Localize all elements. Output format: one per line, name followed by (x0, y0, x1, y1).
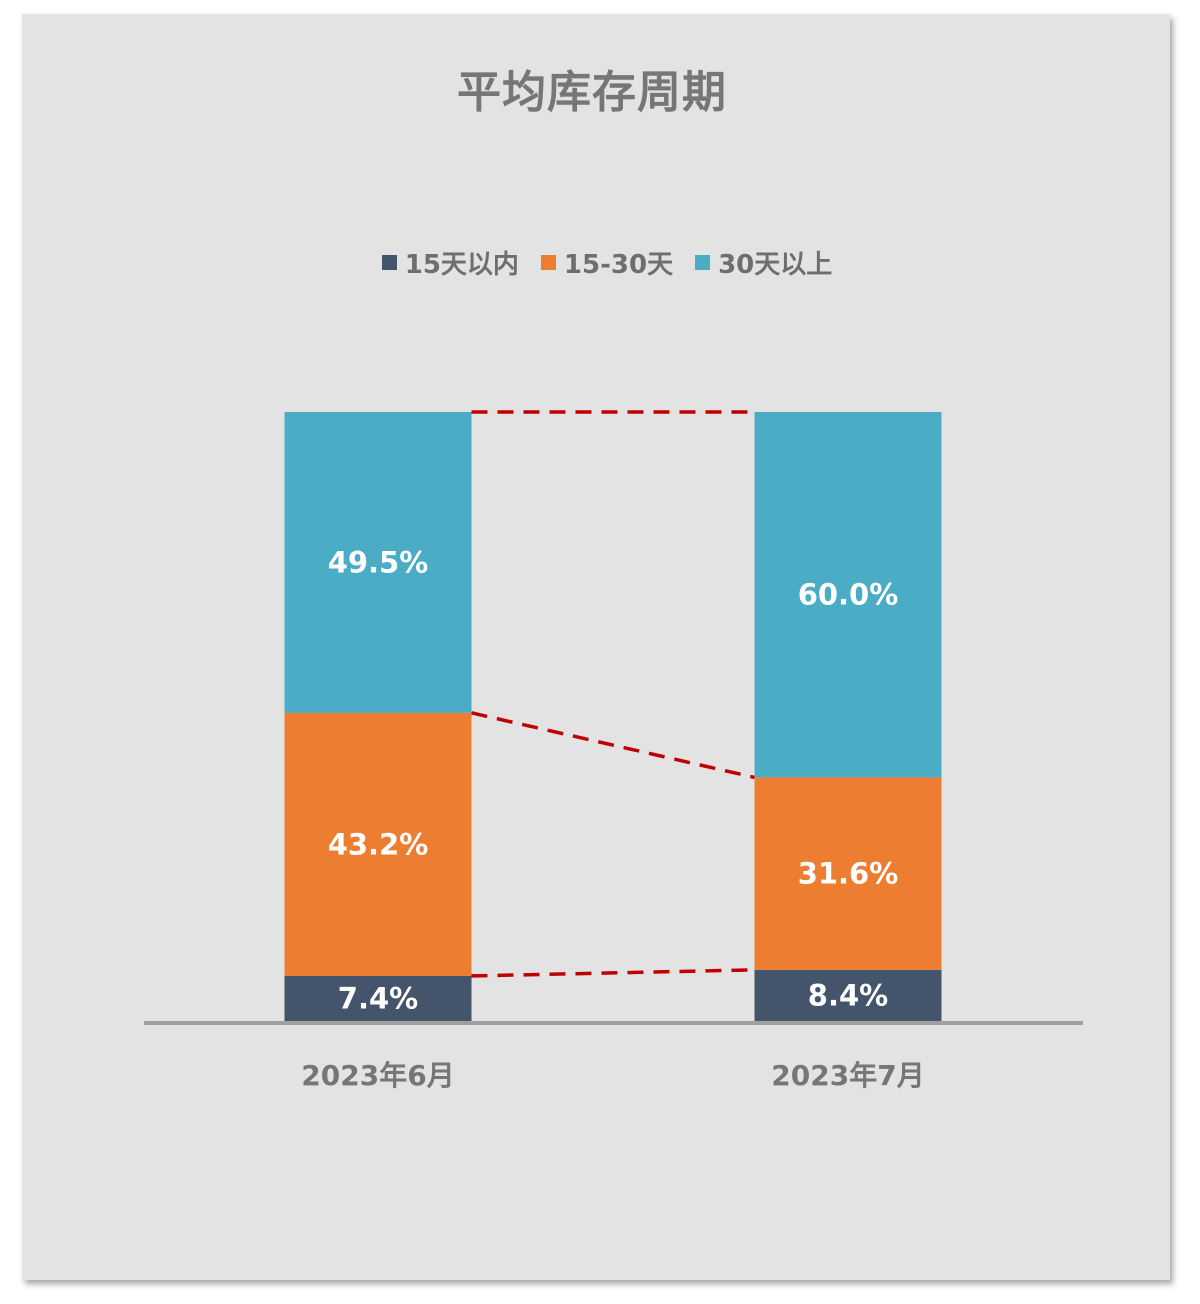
bar-segment-0-2 (284, 412, 472, 713)
category-labels: 2023年6月 2023年7月 (301, 1059, 924, 1092)
data-label-1-0: 8.4% (808, 978, 888, 1012)
connector-line-0 (471, 968, 755, 978)
legend-swatch-series-1 (540, 255, 556, 270)
chart-title: 平均库存周期 (457, 67, 727, 118)
legend-label-series-2: 30天以上 (718, 250, 833, 280)
bar-segment-1-2 (754, 412, 942, 778)
data-label-1-1: 31.6% (798, 857, 899, 891)
data-label-0-1: 43.2% (328, 827, 429, 861)
chart-card (22, 14, 1170, 1280)
legend-item-series-0: 15天以内 (381, 244, 519, 281)
chart-legend: 15天以内 15-30天 30天以上 (0, 244, 1200, 281)
legend-label-series-1: 15-30天 (563, 250, 674, 280)
legend-swatch-series-0 (381, 255, 397, 270)
bar-segment-1-0 (754, 969, 942, 1021)
data-label-0-2: 49.5% (328, 545, 429, 579)
data-label-1-2: 60.0% (798, 578, 899, 612)
legend-item-series-2: 30天以上 (695, 244, 832, 281)
bar-segment-1-1 (754, 777, 942, 970)
legend-swatch-series-2 (695, 255, 711, 270)
legend-label-series-0: 15天以内 (404, 250, 519, 280)
category-label-1: 2023年7月 (771, 1059, 924, 1092)
legend-item-series-1: 15-30天 (540, 244, 674, 281)
bars-group: 7.4% 43.2% 49.5% 8.4% 31.6% 60.0% (284, 412, 942, 1021)
bar-segment-0-0 (284, 975, 472, 1021)
data-label-0-0: 7.4% (338, 981, 418, 1015)
connector-line-1 (471, 711, 755, 780)
category-label-0: 2023年6月 (301, 1059, 454, 1092)
connector-lines (471, 410, 755, 978)
bar-segment-0-1 (284, 712, 472, 976)
